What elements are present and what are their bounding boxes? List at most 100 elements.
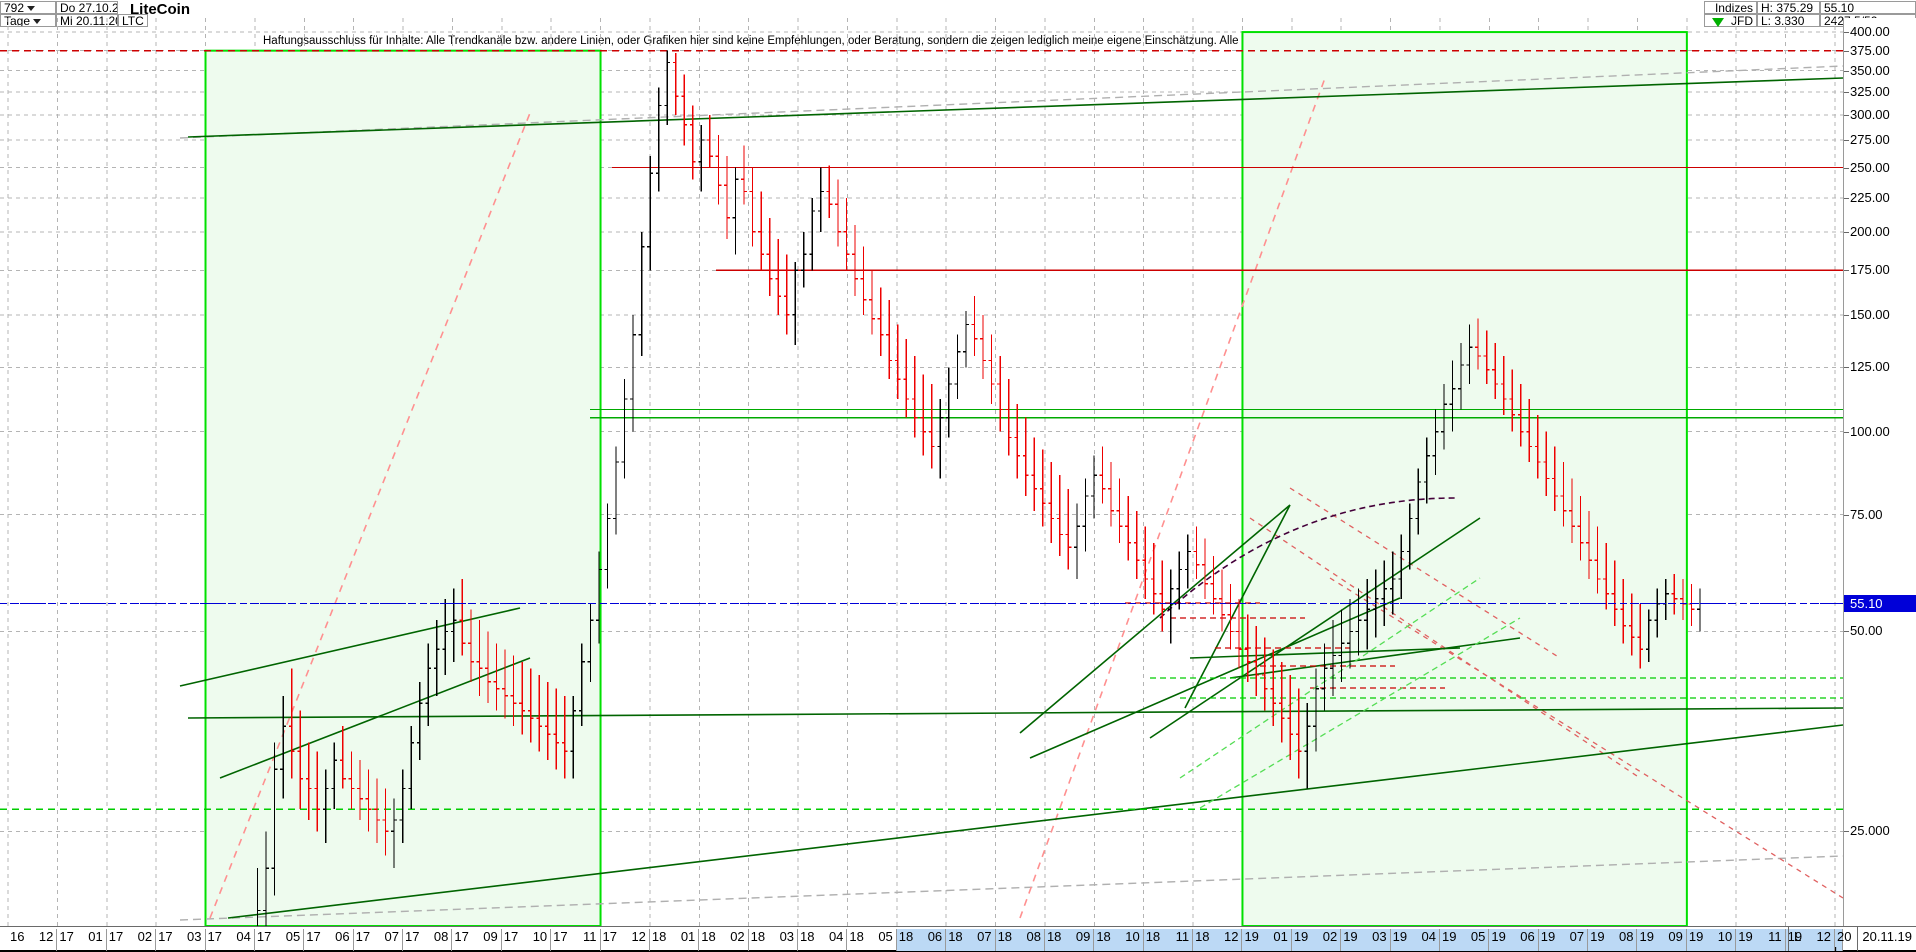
date-axis-label[interactable]: 18 03 [749,929,799,951]
symbol-field[interactable]: LTC [118,14,148,27]
date-axis-label[interactable]: 17 05 [255,929,305,951]
low-readout: L: 3.330 [1757,14,1820,27]
date-axis-label[interactable]: 19 10 [1686,929,1737,951]
date-axis-label[interactable]: 19 02 [1291,929,1342,951]
price-axis-label: 300.00 [1850,106,1890,122]
date-axis-label[interactable]: 18 02 [699,929,749,951]
bars-count-dropdown[interactable]: 792 [0,1,56,14]
date-axis-label[interactable]: 19 06 [1489,929,1539,951]
price-axis-label: 375.00 [1850,42,1890,58]
date-axis-label[interactable]: 19 03 [1341,929,1391,951]
date-axis-label[interactable]: 17 08 [403,929,453,951]
date-axis-label[interactable]: 18 08 [995,929,1045,951]
chart-plot-area[interactable] [0,18,1843,926]
date-axis-label[interactable]: 17 11 [551,929,601,951]
date-axis-label[interactable]: 19 05 [1439,929,1490,951]
price-axis-tick [1844,514,1849,516]
price-axis-tick [1844,631,1849,633]
date-axis-label[interactable]: 18 06 [896,929,947,951]
price-axis-tick [1844,50,1849,52]
price-axis-label: 325.00 [1850,83,1890,99]
date-axis-label[interactable]: 17 07 [354,929,404,951]
date-from-field[interactable]: Do 27.10.2016 [56,1,118,14]
date-axis-label[interactable]: 17 04 [206,929,255,951]
price-axis-tick [1844,831,1849,833]
last-price-value: 55.10 [1824,1,1855,14]
date-axis-label[interactable]: 19 01 [1242,929,1292,951]
date-axis[interactable]: 2001191219111910190919081907190619051904… [0,926,1916,952]
price-axis-label: 175.00 [1850,262,1890,278]
price-axis-label: 225.00 [1850,189,1890,205]
price-axis-tick [1844,32,1849,34]
price-axis-label: 400.00 [1850,24,1890,40]
last-price-readout: 55.10 [1820,1,1916,14]
price-axis-tick [1844,167,1849,169]
provider-group-field: Indizes [1704,1,1757,14]
chart-canvas [0,18,1843,926]
date-axis-label[interactable]: 18 04 [798,929,848,951]
provider-value: JFD [1731,14,1753,27]
price-axis-label: 250.00 [1850,159,1890,175]
date-axis-label[interactable]: 16 12 [8,929,58,951]
date-axis-label[interactable]: 19 04 [1390,929,1440,951]
date-axis-label[interactable]: 19 08 [1588,929,1638,951]
date-axis-label[interactable]: 19 12 [1785,929,1835,951]
price-axis-tick [1844,114,1849,116]
price-axis-tick [1844,367,1849,369]
status-date: 20.11.19 [1857,927,1916,951]
date-axis-label[interactable]: 18 11 [1143,929,1194,951]
bars-count-value: 792 [4,1,25,14]
date-axis-label[interactable]: 17 06 [304,929,354,951]
date-axis-label[interactable]: 17 02 [107,929,157,951]
price-axis[interactable]: 400.00 375.00 350.00 325.00 300.00 275.00 250.… [1843,18,1916,926]
interval-dropdown[interactable]: Tage [0,14,56,27]
date-axis-label[interactable]: 17 01 [57,929,107,951]
price-axis-label: 75.00 [1850,506,1883,522]
date-axis-label[interactable]: 18 10 [1094,929,1144,951]
chevron-down-icon [27,6,36,12]
price-axis-label: 100.00 [1850,423,1890,439]
price-axis-label: 150.00 [1850,306,1890,322]
price-axis-label: 125.00 [1850,359,1890,375]
date-axis-label[interactable]: 18 07 [946,929,996,951]
price-axis-tick [1844,231,1849,233]
interval-value: Tage [4,14,31,27]
chevron-down-icon [33,19,42,25]
price-axis-label: 25.000 [1850,823,1890,839]
price-axis-tick [1844,70,1849,72]
price-axis-label: 50.00 [1850,623,1883,639]
date-axis-label[interactable]: 19 09 [1637,929,1687,951]
price-axis-tick [1844,140,1849,142]
date-axis-label[interactable]: 17 03 [156,929,206,951]
price-axis-tick [1844,91,1849,93]
price-axis-label: 200.00 [1850,223,1890,239]
last-price-marker[interactable]: 55.10 [1844,595,1916,613]
status-flag: L [1788,927,1810,951]
price-axis-label: 350.00 [1850,62,1890,78]
date-axis-label[interactable]: 17 10 [502,929,552,951]
date-axis-label[interactable]: 2001 [1825,929,1851,952]
low-value: L: 3.330 [1761,14,1805,27]
date-from-value: Do 27.10.2016 [60,1,118,14]
page-title: LiteCoin [130,1,190,18]
date-axis-label[interactable]: 17 12 [601,929,650,951]
date-axis-label[interactable]: 19 07 [1538,929,1589,951]
price-axis-tick [1844,431,1849,433]
price-axis-tick [1844,270,1849,272]
date-axis-label[interactable]: 18 05 [847,929,897,951]
price-axis-tick [1844,314,1849,316]
date-axis-label[interactable]: 18 12 [1193,929,1243,951]
price-axis-label: 275.00 [1850,132,1890,148]
date-axis-label[interactable]: 18 09 [1044,929,1095,951]
high-value: H: 375.29 [1761,1,1814,14]
high-readout: H: 375.29 [1757,1,1820,14]
date-axis-label[interactable]: 17 09 [452,929,502,951]
date-axis-label[interactable]: 18 01 [650,929,700,951]
symbol-value: LTC [122,14,144,27]
date-axis-label[interactable]: 19 11 [1736,929,1786,951]
price-axis-tick [1844,197,1849,199]
provider-group-value: Indizes [1714,1,1753,14]
